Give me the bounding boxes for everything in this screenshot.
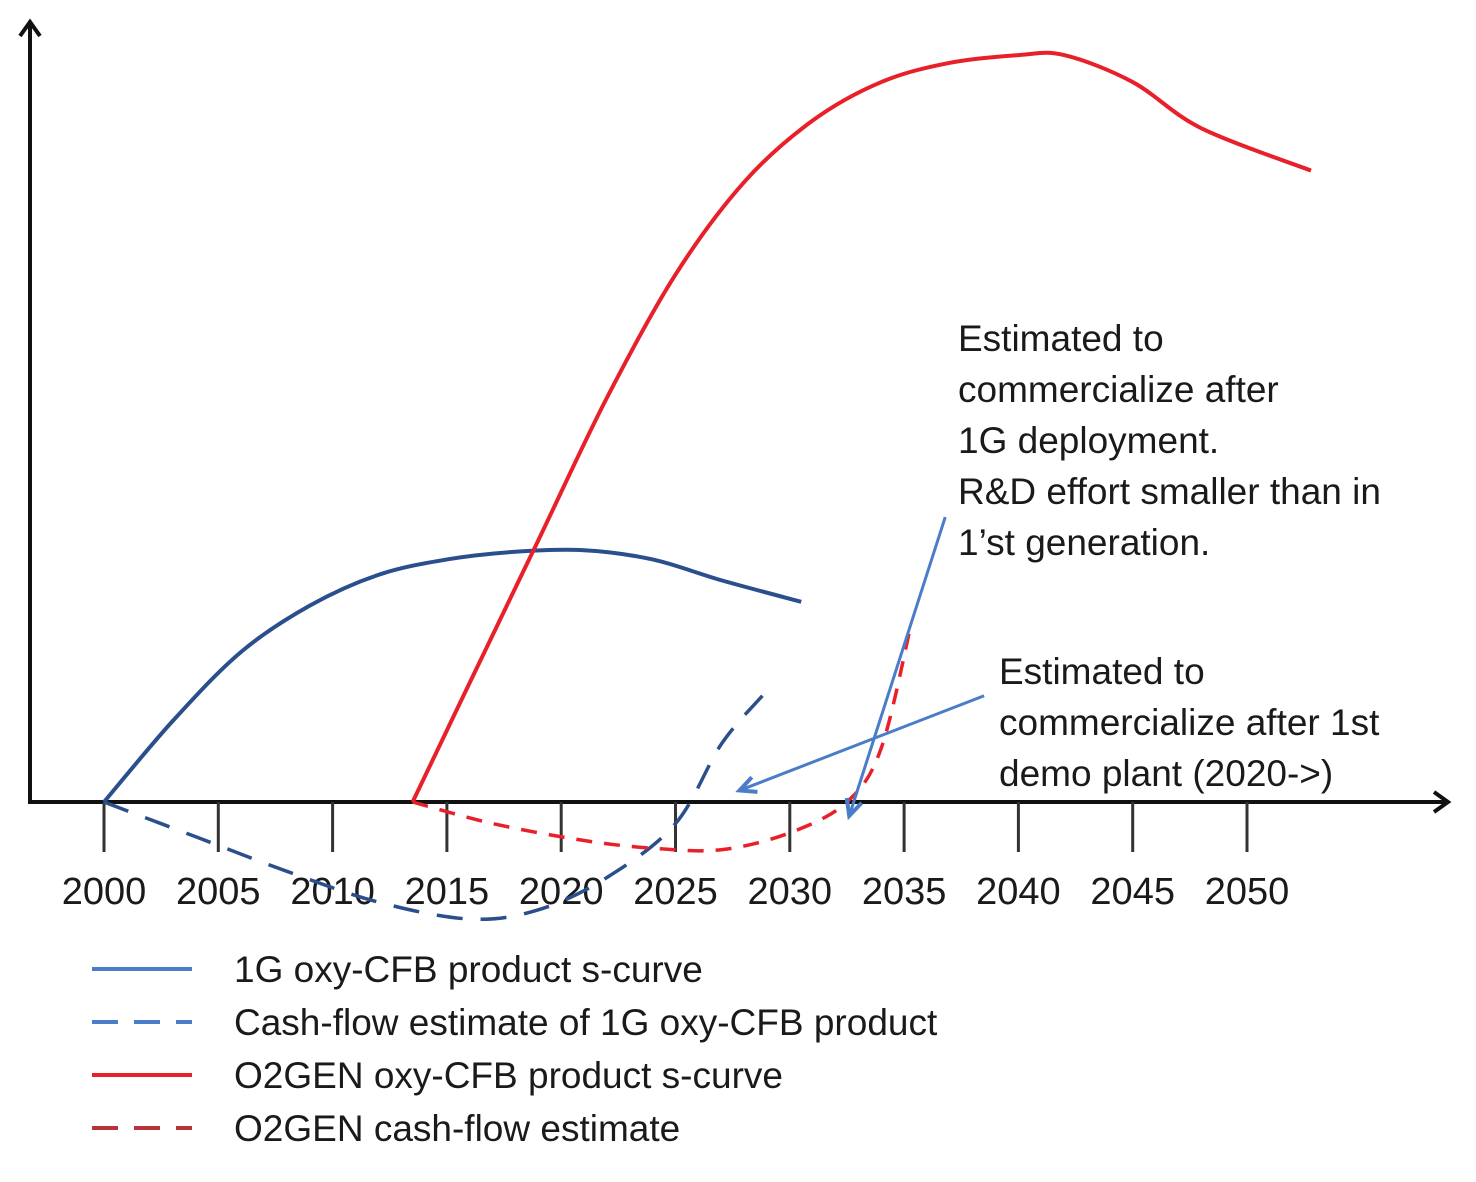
- x-tick-label: 2030: [748, 871, 833, 913]
- annotation-text-line: 1G deployment.: [958, 420, 1219, 461]
- annotation-text-line: commercialize after: [958, 369, 1279, 410]
- x-axis-arrow-icon: [1432, 790, 1452, 814]
- series-layer: [102, 50, 1312, 922]
- annotation-text-line: Estimated to: [958, 318, 1164, 359]
- legend-label: Cash-flow estimate of 1G oxy-CFB product: [234, 1002, 938, 1043]
- x-tick-label: 2050: [1205, 871, 1290, 913]
- legend: 1G oxy-CFB product s-curve Cash-flow esti…: [92, 949, 938, 1149]
- legend-label: 1G oxy-CFB product s-curve: [234, 949, 703, 990]
- x-tick-label: 2010: [290, 871, 375, 913]
- annotation-text-line: commercialize after 1st: [999, 702, 1380, 743]
- x-ticks: 2000 2005 2010 2015 2020 2025 2030 2035 2040 2045…: [62, 802, 1290, 913]
- axes: [18, 18, 1452, 814]
- arrowhead-icon: [735, 775, 758, 794]
- annotation-text-line: demo plant (2020->): [999, 753, 1333, 794]
- x-tick-label: 2040: [976, 871, 1061, 913]
- x-tick-label: 2035: [862, 871, 947, 913]
- annotation-text-line: R&D effort smaller than in: [958, 471, 1381, 512]
- x-tick-label: 2015: [405, 871, 490, 913]
- series-1g-oxy-cfb-product-s-curve: [102, 547, 802, 804]
- annotation-arrow-line: [738, 694, 985, 792]
- x-tick-label: 2020: [519, 871, 604, 913]
- annotation-text-line: Estimated to: [999, 651, 1205, 692]
- legend-label: O2GEN oxy-CFB product s-curve: [234, 1055, 783, 1096]
- x-tick-label: 2005: [176, 871, 261, 913]
- annotation-text-line: 1’st generation.: [958, 522, 1210, 563]
- y-axis-arrow-icon: [18, 18, 42, 38]
- arrowhead-icon: [844, 797, 864, 821]
- series-o2gen-oxy-cfb-product-s-curve: [410, 50, 1312, 803]
- x-tick-label: 2045: [1090, 871, 1175, 913]
- x-tick-label: 2025: [633, 871, 718, 913]
- series-cash-flow-estimate-of-1g-oxy-cfb-product: [103, 694, 764, 922]
- legend-label: O2GEN cash-flow estimate: [234, 1108, 680, 1149]
- annotation-arrow-line: [847, 516, 947, 817]
- x-tick-label: 2000: [62, 871, 147, 913]
- annotation-layer: Estimated to commercialize after 1G deploy…: [735, 318, 1381, 821]
- series-o2gen-cash-flow-estimate: [412, 624, 913, 853]
